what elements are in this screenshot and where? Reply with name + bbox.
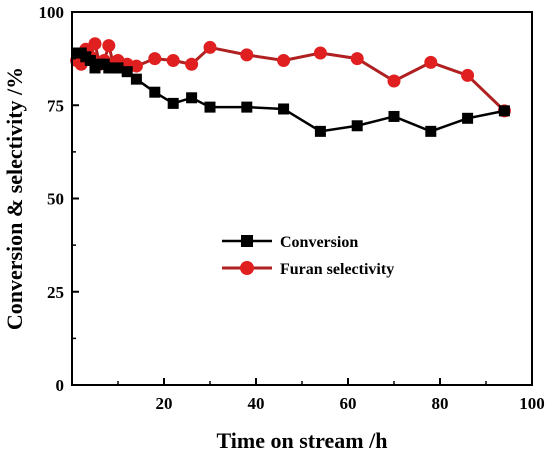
furan-selectivity-point: [203, 40, 217, 54]
legend-marker-conversion: [241, 235, 253, 247]
x-axis-title: Time on stream /h: [217, 428, 388, 453]
conversion-point: [84, 54, 96, 66]
furan-selectivity-point: [277, 53, 291, 67]
furan-selectivity-point: [88, 37, 102, 51]
conversion-point: [241, 101, 253, 113]
conversion-point: [462, 112, 474, 124]
conversion-point: [425, 125, 437, 137]
furan-selectivity-point: [424, 55, 438, 69]
legend-marker-furan-selectivity: [240, 261, 254, 275]
furan-selectivity-point: [185, 57, 199, 71]
x-tick-label: 80: [432, 394, 449, 413]
furan-selectivity-point: [387, 74, 401, 88]
y-tick-label: 25: [47, 283, 64, 302]
furan-selectivity-point: [102, 39, 116, 53]
furan-selectivity-point: [166, 53, 180, 67]
legend: Conversion Furan selectivity: [222, 234, 394, 278]
furan-selectivity-point: [461, 68, 475, 82]
conversion-point: [204, 101, 216, 113]
conversion-point: [112, 62, 124, 74]
legend-label-furan-selectivity: Furan selectivity: [280, 261, 394, 278]
y-axis-title: Conversion & selectivity /%: [2, 67, 27, 330]
conversion-point: [186, 92, 198, 104]
furan-selectivity-point: [129, 59, 143, 73]
furan-selectivity-point: [313, 46, 327, 60]
conversion-point: [351, 120, 363, 132]
furan-selectivity-point: [350, 52, 364, 66]
axis-ticks: 0 25 50 75 100 20 40 60 80 100: [39, 3, 545, 413]
x-tick-label: 40: [248, 394, 265, 413]
furan-selectivity-point: [240, 48, 254, 62]
x-tick-label: 100: [519, 394, 545, 413]
conversion-point: [278, 103, 290, 115]
conversion-point: [121, 66, 133, 78]
furan-selectivity-point: [148, 52, 162, 66]
y-tick-label: 100: [39, 3, 65, 22]
x-tick-label: 20: [156, 394, 173, 413]
y-tick-label: 75: [47, 96, 64, 115]
conversion-point: [167, 97, 179, 109]
conversion-point: [314, 125, 326, 137]
x-tick-label: 60: [340, 394, 357, 413]
y-tick-label: 0: [56, 376, 65, 395]
conversion-point: [149, 86, 161, 98]
conversion-point: [498, 105, 510, 117]
legend-label-conversion: Conversion: [280, 234, 358, 251]
y-tick-label: 50: [47, 190, 64, 209]
conversion-point: [388, 110, 400, 122]
plot-data: [70, 37, 511, 137]
conversion-point: [130, 73, 142, 85]
